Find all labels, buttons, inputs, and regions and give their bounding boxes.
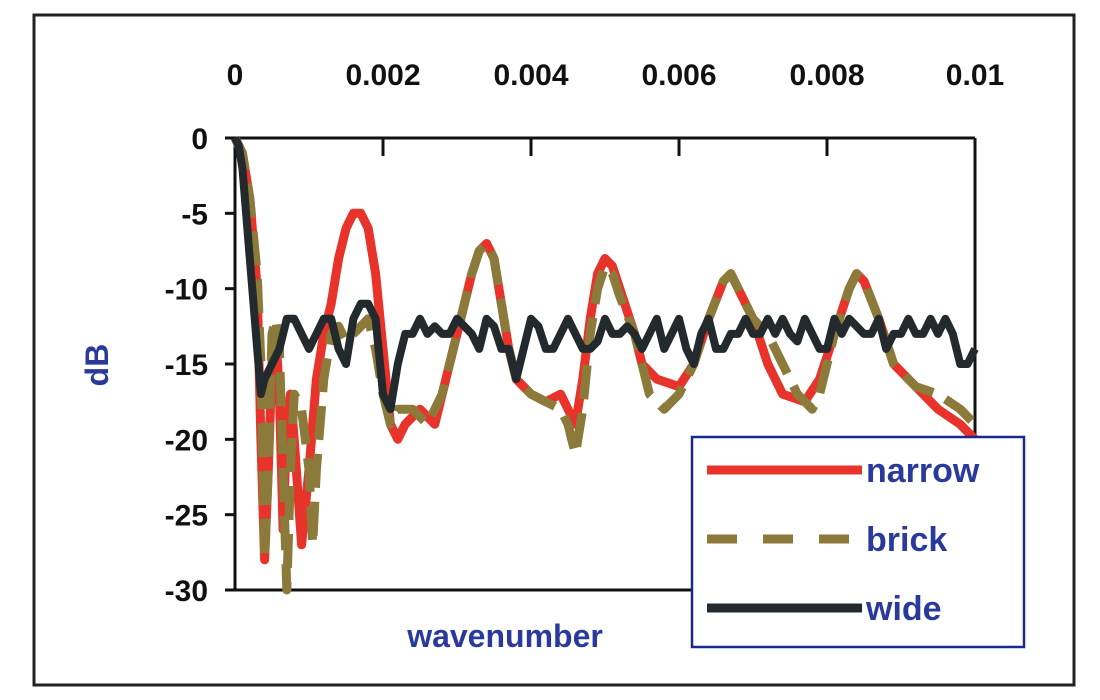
series-group <box>230 136 979 595</box>
y-tick-label: -20 <box>165 424 208 457</box>
y-tick-label: -15 <box>165 349 208 382</box>
series-line-wide <box>231 136 979 414</box>
y-tick-label: -10 <box>165 274 208 307</box>
legend-label-wide: wide <box>865 590 942 628</box>
legend-label-brick: brick <box>866 521 947 559</box>
x-tick-label: 0.006 <box>641 59 716 92</box>
y-tick-label: -25 <box>165 500 208 533</box>
x-tick-labels: 0 0.002 0.004 0.006 0.008 0.01 <box>227 59 1005 92</box>
y-axis-title: dB <box>79 344 115 387</box>
y-tick-label: -5 <box>181 198 208 231</box>
x-tick-label: 0.004 <box>493 59 568 92</box>
legend-label-narrow: narrow <box>866 452 980 490</box>
x-tick-label: 0.01 <box>946 59 1004 92</box>
x-axis-title: wavenumber <box>406 618 603 654</box>
legend: narrow brick wide <box>690 435 1026 649</box>
y-tick-labels: 0 -5 -10 -15 -20 -25 -30 <box>165 123 208 608</box>
y-tick-label: -30 <box>165 575 208 608</box>
x-tick-label: 0.008 <box>789 59 864 92</box>
x-tick-label: 0.002 <box>345 59 420 92</box>
x-tick-label: 0 <box>227 59 244 92</box>
y-tick-label: 0 <box>191 123 208 156</box>
